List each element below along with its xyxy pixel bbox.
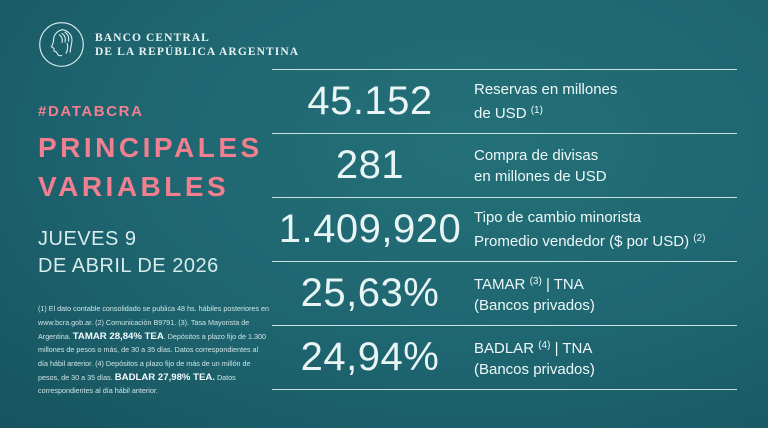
brand-name-line2: DE LA REPÚBLICA ARGENTINA	[95, 45, 300, 58]
footnote-highlight: TAMAR 28,84% TEA	[72, 330, 164, 342]
indicator-label-line: BADLAR (4) | TNA	[474, 340, 593, 357]
report-date: JUEVES 9 DE ABRIL DE 2026	[38, 226, 219, 280]
report-date-line2: DE ABRIL DE 2026	[38, 255, 219, 277]
indicator-value: 25,63%	[300, 271, 440, 315]
indicator-row: 281 Compra de divisas en millones de USD	[272, 133, 737, 197]
indicator-label-line: Tipo de cambio minorista	[474, 209, 642, 226]
page-title: PRINCIPALES VARIABLES	[38, 128, 263, 206]
footnote-text: . Depósitos a plazo fijo de 1.300 millon…	[38, 331, 267, 382]
indicator-row: 45.152 Reservas en millones de USD (1)	[272, 69, 737, 133]
indicator-label-line: (Bancos privados)	[474, 297, 595, 314]
brand-header: BANCO CENTRAL DE LA REPÚBLICA ARGENTINA	[38, 21, 299, 68]
footnote-ref: (4)	[538, 340, 551, 351]
footnote-text: Datos correspondientes al día hábil ante…	[38, 372, 236, 396]
indicator-label-line: Compra de divisas	[474, 146, 599, 164]
page-title-line1: PRINCIPALES	[38, 132, 263, 163]
footnote-ref: (3)	[529, 276, 542, 287]
indicator-label: BADLAR (4) | TNA (Bancos privados)	[474, 335, 595, 380]
indicator-label-line: Reservas en millones	[474, 81, 618, 98]
indicator-label-line: Promedio vendedor ($ por USD) (2)	[474, 233, 706, 250]
indicator-label-line: de USD (1)	[474, 105, 543, 122]
indicator-label: TAMAR (3) | TNA (Bancos privados)	[474, 271, 595, 316]
indicator-row: 24,94% BADLAR (4) | TNA (Bancos privados)	[272, 325, 737, 390]
footnote-highlight: BADLAR 27,98% TEA.	[114, 371, 215, 383]
indicator-label-line: (Bancos privados)	[474, 361, 595, 378]
footnote-ref: (2)	[693, 233, 706, 244]
footnote-text: (1) El dato contable consolidado se publ…	[38, 304, 269, 341]
bcra-coin-icon	[39, 22, 84, 67]
indicator-value: 1.409,920	[278, 207, 462, 251]
brand-name-line1: BANCO CENTRAL	[95, 31, 210, 44]
indicator-label: Reservas en millones de USD (1)	[474, 79, 617, 124]
indicators-table: 45.152 Reservas en millones de USD (1) 281 C…	[272, 69, 737, 390]
indicator-label-line: TAMAR (3) | TNA	[474, 276, 584, 293]
indicator-label: Tipo de cambio minorista Promedio vendedo…	[474, 207, 706, 252]
indicator-value: 24,94%	[300, 335, 440, 379]
page-title-line2: VARIABLES	[38, 171, 230, 202]
indicator-label-line: en millones de USD	[474, 167, 607, 185]
indicator-row: 25,63% TAMAR (3) | TNA (Bancos privados)	[272, 261, 737, 325]
report-date-line1: JUEVES 9	[38, 228, 137, 250]
indicator-row: 1.409,920 Tipo de cambio minorista Promedi…	[272, 197, 737, 261]
footnote-ref: (1)	[530, 105, 543, 116]
footnotes: (1) El dato contable consolidado se publ…	[38, 302, 269, 398]
indicator-value: 45.152	[307, 79, 433, 123]
indicator-value: 281	[335, 143, 405, 187]
hashtag-databcra: #DATABCRA	[38, 103, 144, 120]
indicator-label: Compra de divisas en millones de USD	[474, 145, 607, 187]
